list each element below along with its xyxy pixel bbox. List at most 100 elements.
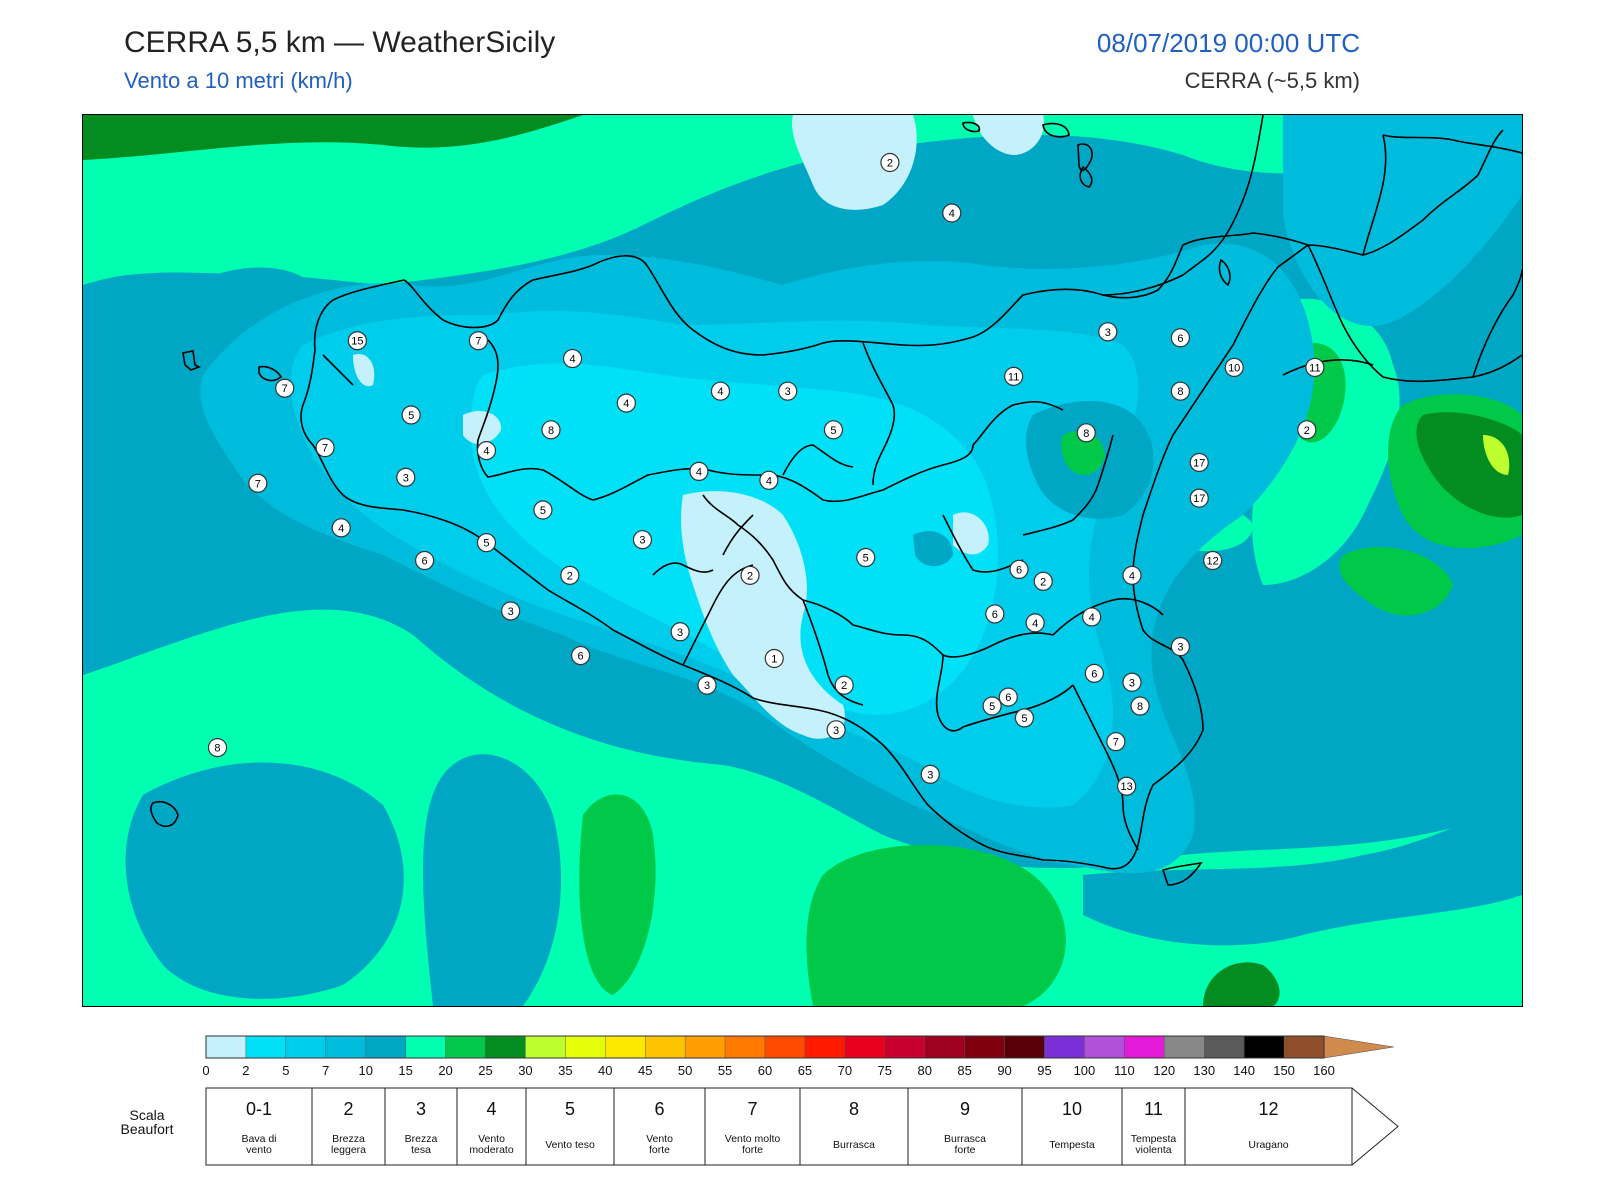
station-marker: 5	[982, 696, 1002, 716]
station-marker: 4	[759, 470, 779, 490]
beaufort-description: Vento	[646, 1133, 673, 1145]
station-marker: 7	[315, 438, 335, 458]
station-wind-value: 2	[1040, 576, 1046, 588]
beaufort-number: 10	[1062, 1099, 1082, 1119]
beaufort-description: Uragano	[1248, 1139, 1288, 1151]
map-title: CERRA 5,5 km — WeatherSicily	[124, 26, 556, 59]
colorbar-swatch	[205, 1035, 247, 1059]
station-marker: 3	[697, 675, 717, 695]
beaufort-description: Vento teso	[545, 1139, 595, 1151]
station-marker: 7	[275, 378, 295, 398]
station-wind-value: 12	[1207, 556, 1219, 568]
station-wind-value: 13	[1120, 781, 1132, 793]
station-marker: 4	[476, 441, 497, 461]
colorbar-swatch	[1283, 1035, 1325, 1059]
colorbar-tick-label: 5	[282, 1063, 289, 1078]
station-wind-value: 3	[639, 535, 645, 547]
beaufort-description: tesa	[411, 1144, 431, 1156]
station-wind-value: 8	[214, 743, 220, 755]
station-wind-value: 5	[540, 505, 546, 517]
colorbar-swatch	[764, 1035, 806, 1059]
colorbar-tick-label: 7	[322, 1063, 329, 1078]
station-wind-value: 17	[1193, 493, 1205, 505]
beaufort-number: 6	[654, 1099, 664, 1119]
station-marker: 6	[1084, 663, 1104, 683]
beaufort-number: 3	[416, 1099, 426, 1119]
beaufort-number: 12	[1258, 1099, 1278, 1119]
station-wind-value: 8	[1137, 701, 1143, 713]
beaufort-description: Burrasca	[833, 1139, 875, 1151]
station-marker: 3	[1170, 637, 1191, 657]
station-marker: 8	[1076, 423, 1096, 443]
beaufort-class: 8 Burrasca	[799, 1087, 909, 1166]
station-wind-value: 8	[548, 425, 554, 437]
colorbar-tick-label: 2	[242, 1063, 249, 1078]
colorbar-swatch	[804, 1035, 846, 1059]
station-wind-value: 4	[696, 466, 702, 478]
colorbar-swatch	[964, 1035, 1005, 1059]
colorbar-swatch	[1243, 1035, 1285, 1059]
colorbar-tick-label: 130	[1193, 1063, 1215, 1078]
station-marker: 3	[1122, 672, 1142, 692]
station-marker: 10	[1224, 357, 1244, 378]
station-marker: 4	[616, 393, 636, 413]
station-wind-value: 7	[282, 383, 288, 395]
station-marker: 5	[533, 500, 553, 520]
station-marker: 3	[826, 720, 846, 740]
colorbar-swatch	[884, 1035, 925, 1059]
colorbar-tick-label: 160	[1313, 1063, 1335, 1078]
station-wind-value: 8	[1083, 428, 1089, 440]
beaufort-description: forte	[954, 1144, 975, 1156]
station-marker: 8	[541, 420, 561, 440]
station-wind-value: 5	[830, 425, 836, 437]
station-marker: 15	[347, 331, 367, 351]
beaufort-description: moderato	[469, 1144, 514, 1156]
colorbar-tick-label: 10	[358, 1063, 372, 1078]
beaufort-description: forte	[649, 1144, 670, 1156]
station-wind-value: 17	[1193, 457, 1205, 469]
station-marker: 2	[560, 565, 580, 585]
colorbar-swatch	[645, 1035, 686, 1059]
station-marker: 6	[1009, 559, 1029, 580]
beaufort-description: violenta	[1135, 1144, 1171, 1156]
station-marker: 8	[1170, 381, 1191, 401]
colorbar-swatch	[924, 1035, 965, 1059]
beaufort-description: Vento molto	[725, 1133, 781, 1145]
station-marker: 17	[1189, 452, 1209, 473]
colorbar-swatch	[485, 1035, 526, 1059]
station-marker: 2	[1297, 420, 1317, 440]
station-marker: 11	[1305, 357, 1325, 378]
station-wind-value: 2	[1304, 425, 1310, 437]
colorbar-tick-label: 35	[558, 1063, 572, 1078]
station-marker: 6	[414, 550, 435, 571]
colorbar-tick-label: 50	[678, 1063, 692, 1078]
station-wind-value: 3	[1129, 677, 1135, 689]
station-marker: 7	[248, 473, 268, 493]
station-marker: 2	[740, 565, 760, 585]
beaufort-description: forte	[742, 1144, 763, 1156]
station-wind-value: 2	[887, 158, 893, 170]
beaufort-description: Tempesta	[1131, 1133, 1177, 1145]
station-wind-value: 5	[1021, 713, 1027, 725]
beaufort-description: Burrasca	[944, 1133, 986, 1145]
station-marker: 1	[764, 648, 784, 669]
station-wind-value: 4	[1032, 618, 1038, 630]
station-wind-value: 7	[255, 478, 261, 490]
beaufort-number: 7	[747, 1099, 757, 1119]
wind-map: 2 4 15 7 4 7 5 8 4 4 3 5 7 4 7 3 4 4 5 4 5 3 6 2 2 5 3 3 6 1 3 2 3 3 6 2 4 6 4…	[82, 114, 1523, 1007]
station-marker: 6	[570, 645, 591, 666]
station-wind-value: 11	[1309, 362, 1320, 374]
colorbar-tick-label: 60	[758, 1063, 772, 1078]
beaufort-description: Bava di	[241, 1133, 276, 1145]
station-wind-value: 4	[1129, 570, 1135, 582]
station-marker: 5	[1014, 708, 1035, 728]
colorbar-swatch	[1164, 1035, 1205, 1059]
map-subtitle: Vento a 10 metri (km/h)	[124, 68, 353, 93]
beaufort-description: Brezza	[405, 1133, 438, 1145]
colorbar-swatch	[844, 1035, 885, 1059]
colorbar-swatch	[1004, 1035, 1045, 1059]
colorbar-swatch	[1044, 1035, 1085, 1059]
